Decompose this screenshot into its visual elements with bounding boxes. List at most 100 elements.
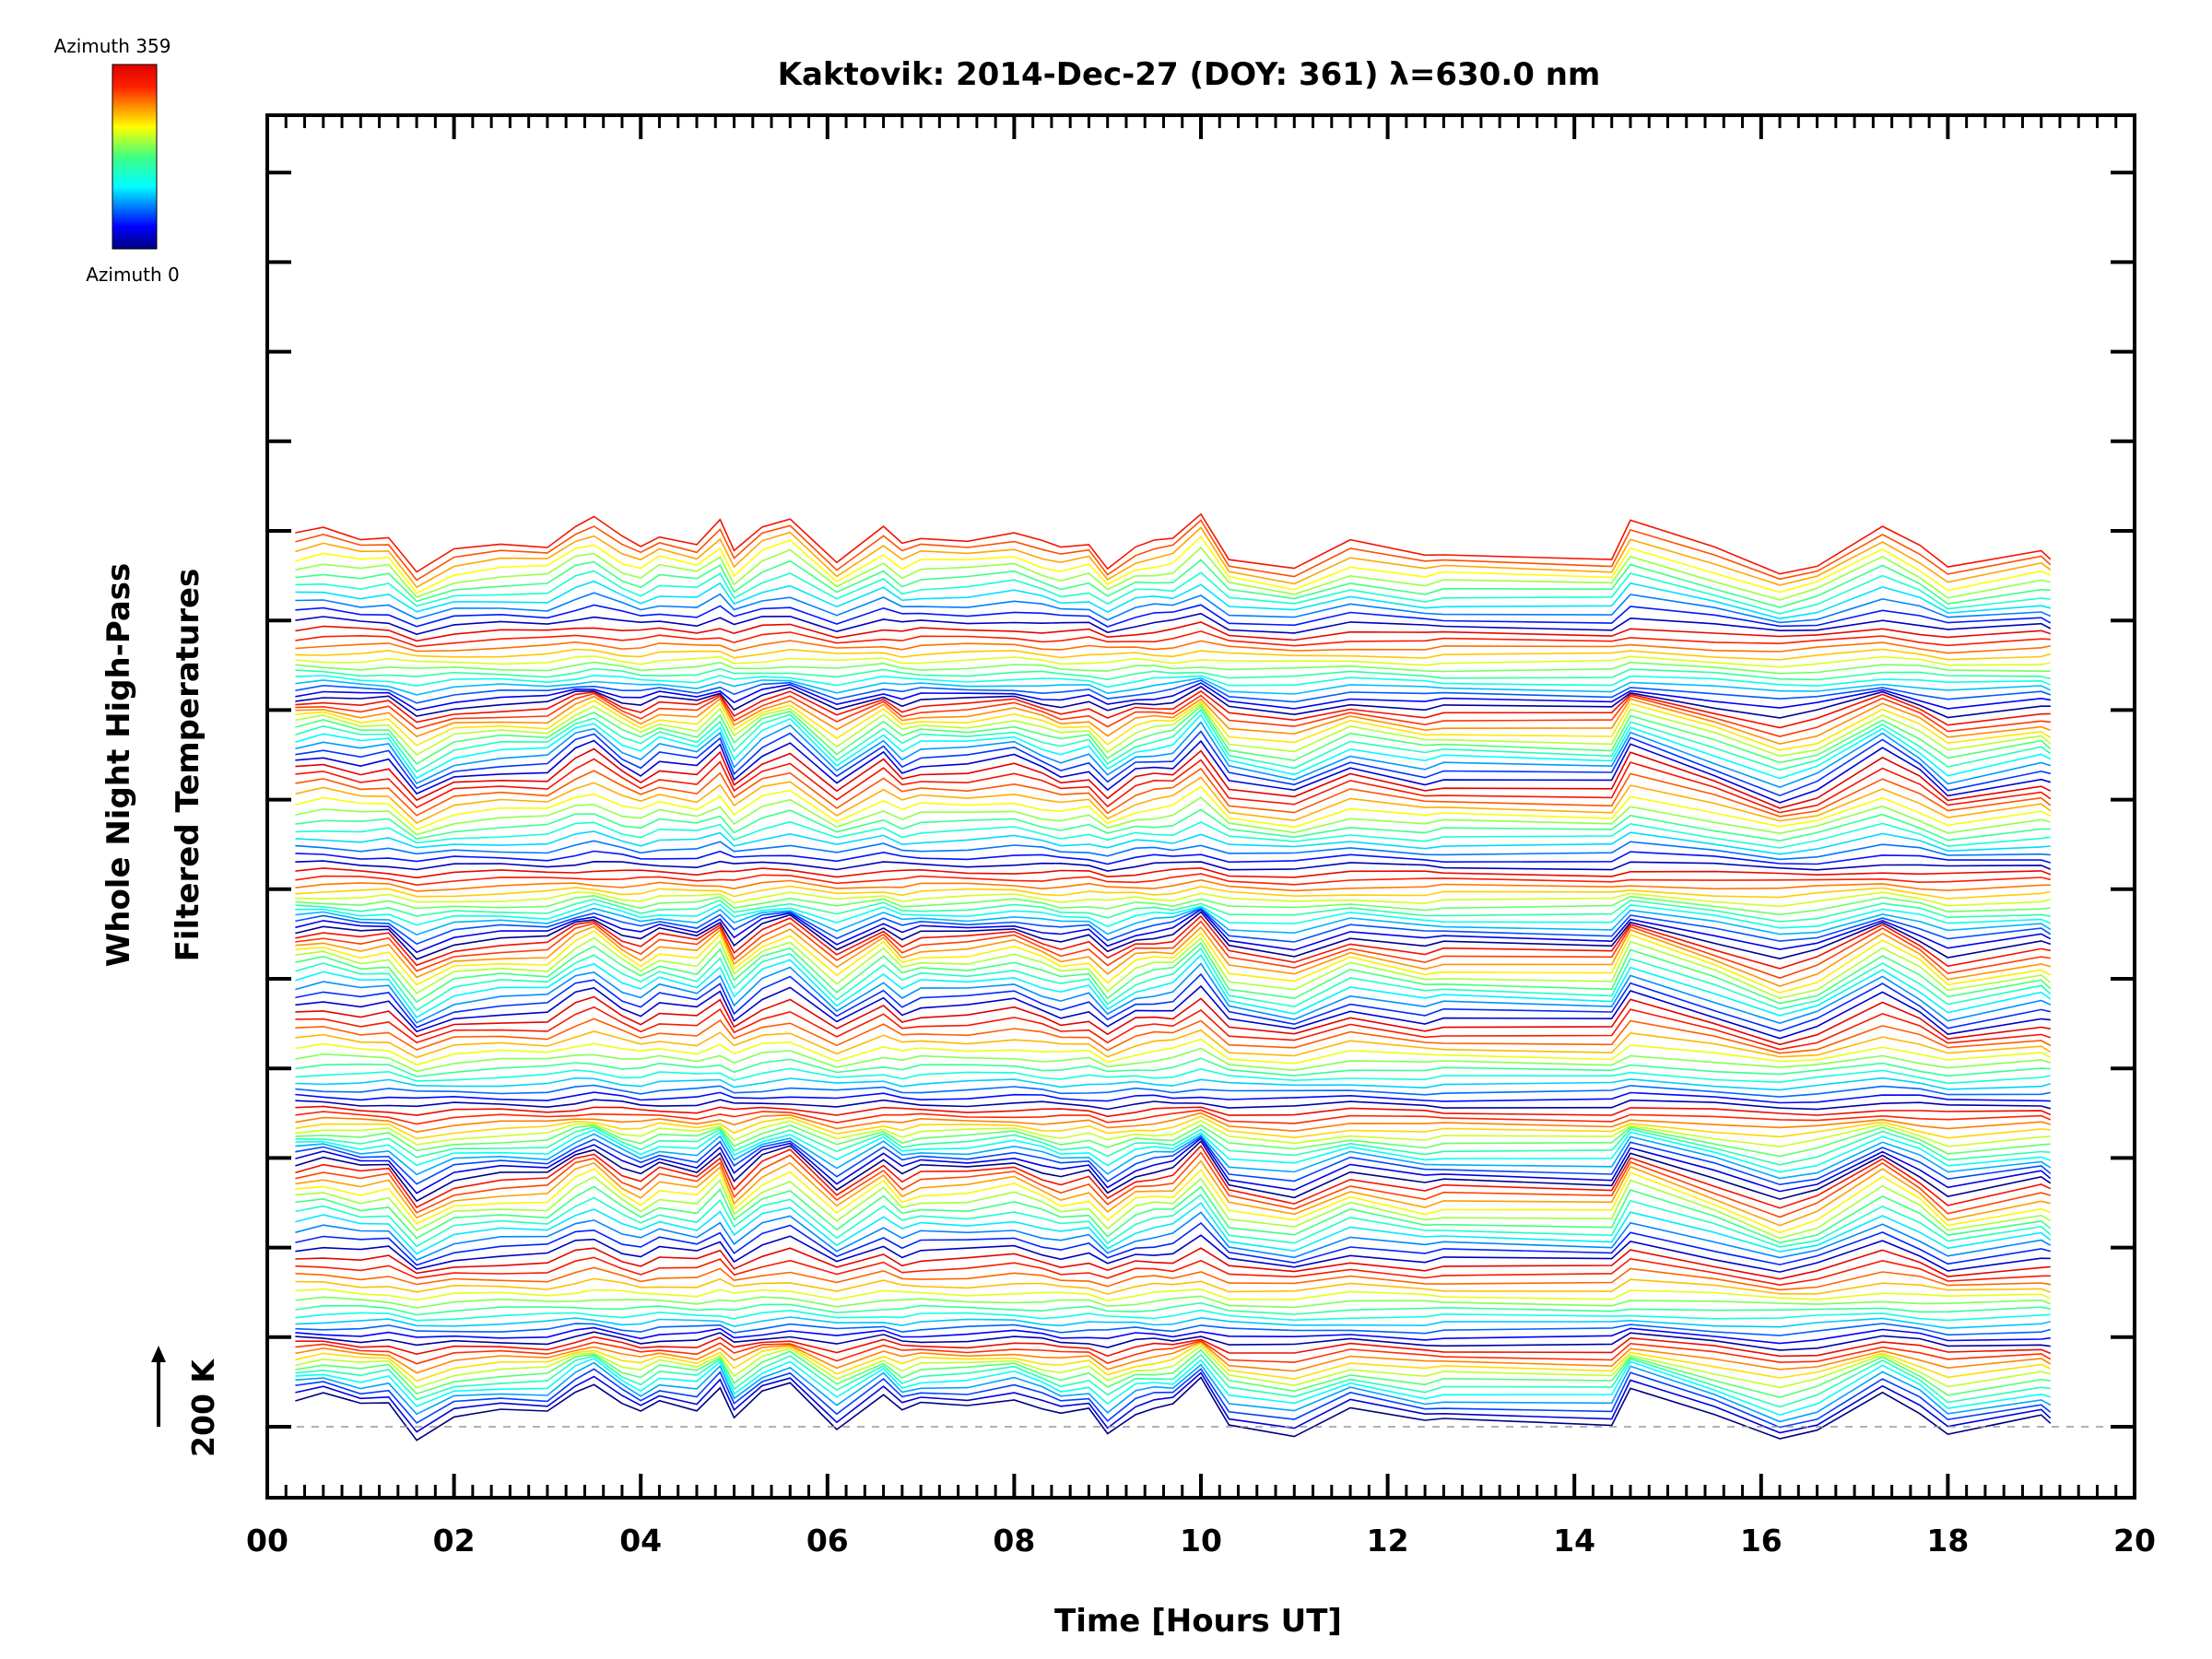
azimuth-series-line	[295, 1323, 2052, 1336]
azimuth-series-line	[295, 1368, 2052, 1429]
azimuth-series-line	[295, 1361, 2052, 1423]
x-tick-label: 00	[246, 1523, 288, 1559]
azimuth-series-line	[295, 1124, 2051, 1158]
x-tick-label: 20	[2113, 1523, 2156, 1559]
azimuth-series-line	[295, 1234, 2051, 1273]
azimuth-series-line	[295, 850, 2052, 865]
x-tick-label: 08	[993, 1523, 1035, 1559]
azimuth-series-line	[295, 730, 2051, 797]
azimuth-series-line	[295, 648, 2052, 661]
azimuth-series-line	[295, 675, 2052, 688]
azimuth-series-line	[295, 885, 2051, 900]
azimuth-series-line	[295, 689, 2051, 729]
azimuth-series-line	[295, 1018, 2052, 1054]
azimuth-series-line	[295, 1168, 2052, 1234]
azimuth-series-line	[295, 1185, 2052, 1244]
azimuth-series-line	[295, 1077, 2052, 1091]
azimuth-series-line	[295, 1038, 2052, 1066]
azimuth-series-line	[295, 1357, 2052, 1417]
azimuth-series-line	[295, 1057, 2051, 1077]
azimuth-series-line	[295, 1340, 2052, 1374]
azimuth-series-line	[295, 1335, 2052, 1358]
azimuth-series-line	[295, 840, 2051, 861]
azimuth-series-line	[295, 1309, 2051, 1322]
azimuth-series-line	[295, 808, 2051, 842]
x-tick-label: 10	[1180, 1523, 1222, 1559]
azimuth-series-line	[295, 767, 2052, 818]
azimuth-series-line	[295, 667, 2051, 681]
azimuth-series-line	[295, 1348, 2051, 1399]
azimuth-series-line	[295, 1288, 2052, 1302]
azimuth-series-line	[295, 906, 2052, 935]
azimuth-series-line	[295, 1316, 2051, 1329]
azimuth-series-line	[295, 1345, 2051, 1389]
x-axis: 00 02 04 06 08 10 12 14 16 18 20	[246, 115, 2156, 1559]
azimuth-series-line	[295, 1136, 2052, 1194]
azimuth-series-line	[295, 860, 2052, 872]
azimuth-series-line	[295, 747, 2052, 809]
azimuth-series-line	[295, 1376, 2052, 1441]
azimuth-series-line	[295, 1067, 2051, 1085]
colorbar-top-label: Azimuth 359	[54, 35, 171, 57]
azimuth-series-line	[295, 907, 2052, 946]
azimuth-series-line	[295, 1202, 2052, 1255]
azimuth-series-line	[295, 519, 2052, 582]
azimuth-series-line	[295, 1129, 2052, 1173]
azimuth-series-line	[295, 962, 2052, 1024]
azimuth-series-line	[295, 920, 2051, 979]
x-tick-label: 12	[1367, 1523, 1409, 1559]
azimuth-series-line	[295, 705, 2052, 765]
azimuth-series-line	[295, 547, 2051, 601]
azimuth-series-line	[295, 679, 2052, 704]
azimuth-series-line	[295, 677, 2052, 696]
azimuth-series-line	[295, 713, 2052, 780]
azimuth-series-line	[295, 1084, 2051, 1098]
azimuth-series-line	[295, 1109, 2052, 1125]
azimuth-series-line	[295, 604, 2052, 628]
azimuth-series-line	[295, 1175, 2052, 1240]
azimuth-series-line	[295, 1331, 2051, 1351]
azimuth-series-line	[295, 1301, 2051, 1316]
azimuth-series-line	[295, 936, 2052, 1000]
azimuth-series-line	[295, 570, 2051, 615]
plot-frame	[265, 113, 2136, 1500]
azimuth-series-line	[295, 612, 2052, 635]
x-tick-label: 02	[433, 1523, 476, 1559]
azimuth-series-line	[295, 1135, 2052, 1186]
azimuth-series-line	[295, 692, 2051, 737]
azimuth-series-line	[295, 830, 2051, 855]
azimuth-series-line	[295, 925, 2052, 987]
azimuth-series-line	[295, 621, 2052, 642]
y-axis-label-line2: Filtered Temperatures	[170, 569, 206, 962]
azimuth-series-line	[295, 1006, 2052, 1051]
azimuth-series-line	[295, 708, 2052, 773]
azimuth-series-line	[295, 1221, 2052, 1266]
azimuth-series-line	[295, 1112, 2052, 1134]
azimuth-series-line	[295, 592, 2052, 624]
azimuth-series-line	[295, 739, 2052, 804]
scale-bar: 200 K	[151, 1346, 221, 1457]
azimuth-series-line	[295, 796, 2051, 836]
x-tick-label: 14	[1553, 1523, 1595, 1559]
azimuth-series-line	[295, 1115, 2051, 1140]
azimuth-series-line	[295, 873, 2051, 887]
x-tick-label: 06	[806, 1523, 849, 1559]
y-axis	[267, 171, 2135, 1429]
azimuth-series-line	[295, 640, 2051, 654]
azimuth-series-line	[295, 1194, 2052, 1248]
azimuth-series-line	[295, 1247, 2051, 1280]
azimuth-series-line	[295, 878, 2051, 892]
azimuth-series-line	[295, 655, 2051, 668]
azimuth-series-line	[295, 1256, 2051, 1287]
azimuth-series-line	[295, 941, 2052, 1005]
azimuth-series-line	[295, 954, 2052, 1018]
azimuth-series-line	[295, 721, 2052, 788]
azimuth-series-line	[295, 1126, 2051, 1166]
azimuth-series-line	[295, 1105, 2052, 1118]
azimuth-series-line	[295, 930, 2052, 994]
azimuth-series-line	[295, 526, 2052, 589]
azimuth-series-line	[295, 512, 2052, 575]
azimuth-series-line	[295, 686, 2051, 719]
azimuth-series-line	[295, 1139, 2052, 1203]
